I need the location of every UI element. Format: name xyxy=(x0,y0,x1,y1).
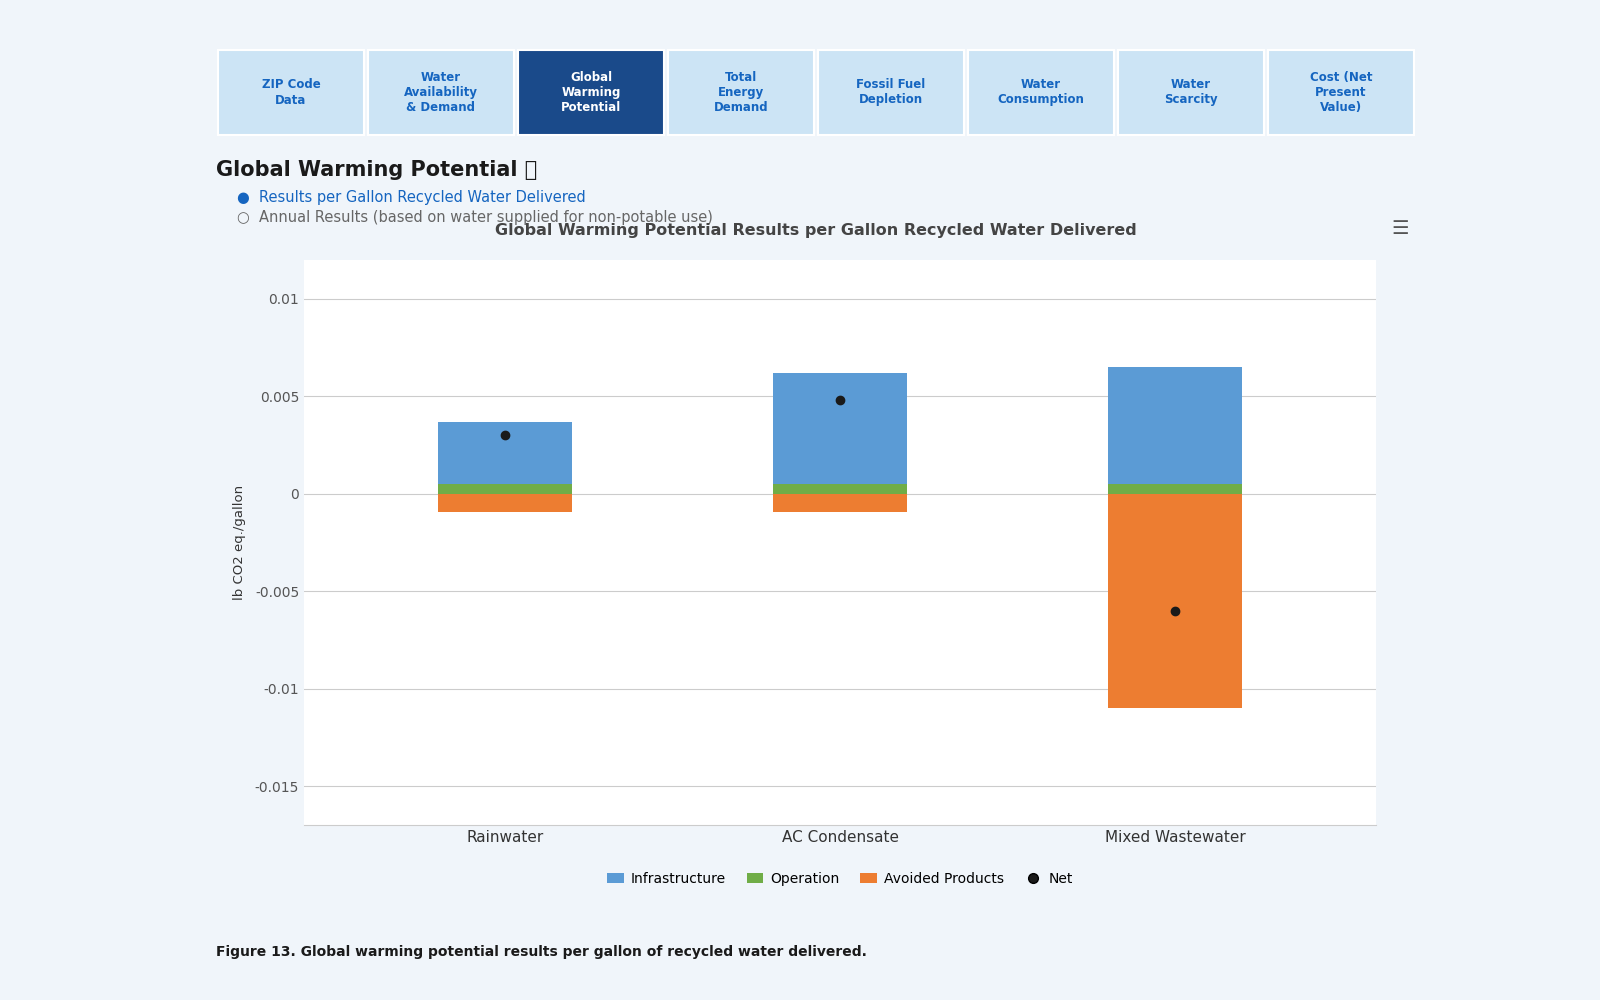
Legend: Infrastructure, Operation, Avoided Products, Net: Infrastructure, Operation, Avoided Produ… xyxy=(602,866,1078,892)
Bar xyxy=(1109,484,1242,494)
Text: Global Warming Potential ⓘ: Global Warming Potential ⓘ xyxy=(216,160,538,180)
Text: Global Warming Potential Results per Gallon Recycled Water Delivered: Global Warming Potential Results per Gal… xyxy=(494,223,1138,238)
Bar xyxy=(1109,494,1242,708)
Text: Figure 13. Global warming potential results per gallon of recycled water deliver: Figure 13. Global warming potential resu… xyxy=(216,945,867,959)
Bar xyxy=(438,484,573,494)
Text: Cost (Net
Present
Value): Cost (Net Present Value) xyxy=(1310,71,1373,114)
Text: Water
Consumption: Water Consumption xyxy=(997,79,1085,106)
Bar xyxy=(438,494,573,512)
Bar xyxy=(438,422,573,484)
Text: ○  Annual Results (based on water supplied for non-potable use): ○ Annual Results (based on water supplie… xyxy=(237,210,712,225)
Text: ZIP Code
Data: ZIP Code Data xyxy=(262,79,320,106)
Text: Water
Availability
& Demand: Water Availability & Demand xyxy=(403,71,478,114)
Bar xyxy=(773,494,907,512)
Text: ●  Results per Gallon Recycled Water Delivered: ● Results per Gallon Recycled Water Deli… xyxy=(237,190,586,205)
Text: Water
Scarcity: Water Scarcity xyxy=(1165,79,1218,106)
Text: ☰: ☰ xyxy=(1392,219,1408,238)
Text: Global
Warming
Potential: Global Warming Potential xyxy=(562,71,621,114)
Y-axis label: lb CO2 eq./gallon: lb CO2 eq./gallon xyxy=(234,485,246,600)
Text: Total
Energy
Demand: Total Energy Demand xyxy=(714,71,768,114)
Bar xyxy=(773,373,907,484)
Bar xyxy=(1109,367,1242,484)
Text: Fossil Fuel
Depletion: Fossil Fuel Depletion xyxy=(856,79,926,106)
Bar xyxy=(773,484,907,494)
